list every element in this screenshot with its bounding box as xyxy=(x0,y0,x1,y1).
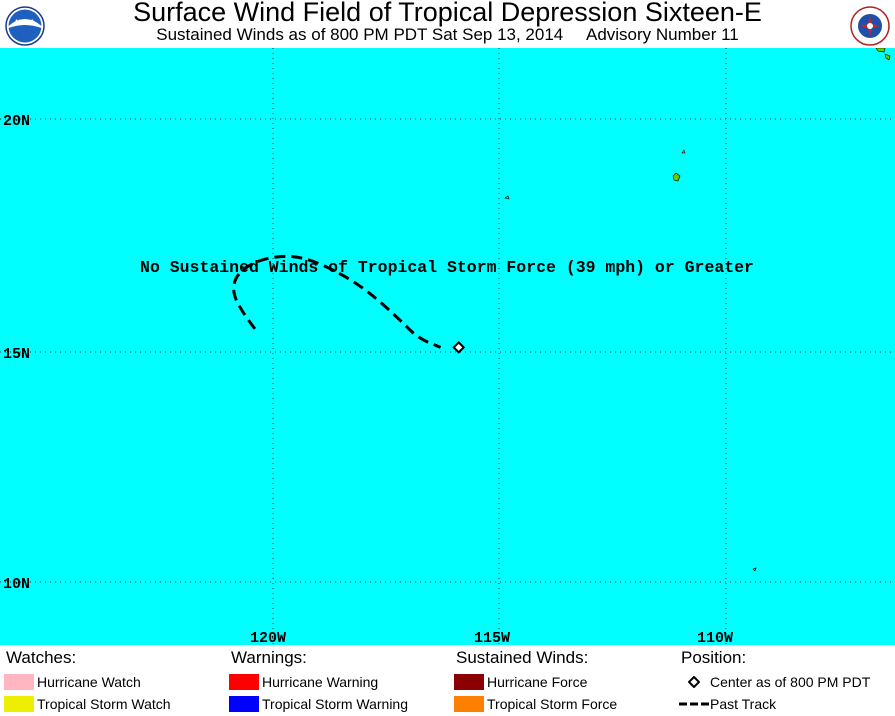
page-subtitle: Sustained Winds as of 800 PM PDT Sat Sep… xyxy=(0,25,895,45)
storm-track-layer xyxy=(232,254,466,354)
legend-item-label: Past Track xyxy=(710,696,777,712)
tropical-storm-force-swatch xyxy=(454,696,484,712)
no-winds-message: No Sustained Winds of Tropical Storm For… xyxy=(140,258,754,277)
dashed-line-icon xyxy=(679,696,709,712)
latitude-labels: 20N 15N 10N xyxy=(3,113,30,593)
legend-item-hurricane-warning: Hurricane Warning xyxy=(229,671,408,693)
legend-watches-heading: Watches: xyxy=(6,648,77,667)
legend-item-tropical-storm-watch: Tropical Storm Watch xyxy=(4,693,171,715)
lon-label-110w: 110W xyxy=(697,630,733,645)
header: NOAA Surface Wind Field of Tropical Depr… xyxy=(0,0,895,48)
legend-position: Position: Center as of 800 PM PDT Past T… xyxy=(679,648,870,715)
lon-label-120w: 120W xyxy=(250,630,286,645)
legend-sustained-winds: Sustained Winds: Hurricane Force Tropica… xyxy=(454,648,617,715)
island-islas-marias xyxy=(884,53,891,61)
tropical-storm-watch-swatch xyxy=(4,696,34,712)
lat-label-15n: 15N xyxy=(3,346,30,363)
island-clarion xyxy=(504,195,510,200)
legend-watches: Watches: Hurricane Watch Tropical Storm … xyxy=(4,648,171,715)
nws-logo xyxy=(850,6,890,46)
lon-label-115w: 115W xyxy=(474,630,510,645)
longitude-labels: 120W 115W 110W xyxy=(250,630,733,645)
hurricane-watch-swatch xyxy=(4,674,34,690)
legend-item-tropical-storm-warning: Tropical Storm Warning xyxy=(229,693,408,715)
legend-position-heading: Position: xyxy=(681,648,747,667)
noaa-logo: NOAA xyxy=(5,6,45,46)
tropical-storm-warning-swatch xyxy=(229,696,259,712)
legend-item-label: Tropical Storm Watch xyxy=(37,696,171,712)
legend-item-label: Hurricane Warning xyxy=(262,674,379,690)
legend-item-label: Tropical Storm Warning xyxy=(262,696,409,712)
subtitle-advisory: Advisory Number 11 xyxy=(585,25,739,44)
legend-item-past-track: Past Track xyxy=(679,693,870,715)
legend-item-tropical-storm-force: Tropical Storm Force xyxy=(454,693,617,715)
lat-label-20n: 20N xyxy=(3,113,30,130)
legend-warnings: Warnings: Hurricane Warning Tropical Sto… xyxy=(229,648,408,715)
legend-winds-heading: Sustained Winds: xyxy=(456,648,589,667)
subtitle-time: Sustained Winds as of 800 PM PDT Sat Sep… xyxy=(156,25,564,44)
hurricane-warning-swatch xyxy=(229,674,259,690)
graticule xyxy=(0,48,895,645)
legend-item-hurricane-force: Hurricane Force xyxy=(454,671,617,693)
legend-warnings-heading: Warnings: xyxy=(231,648,307,667)
diamond-icon xyxy=(679,674,709,690)
noaa-logo-text: NOAA xyxy=(15,19,34,26)
island-clipperton xyxy=(752,567,757,572)
land-features xyxy=(504,48,891,572)
map-canvas: 20N 15N 10N 120W 115W 110W No Sustained … xyxy=(0,48,895,645)
legend-item-label: Center as of 800 PM PDT xyxy=(710,674,871,690)
legend: Watches: Hurricane Watch Tropical Storm … xyxy=(0,645,895,716)
mainland-coast-north xyxy=(875,48,886,53)
wind-field-map: 20N 15N 10N 120W 115W 110W No Sustained … xyxy=(0,48,895,645)
legend-item-label: Hurricane Watch xyxy=(37,674,141,690)
legend-item-hurricane-watch: Hurricane Watch xyxy=(4,671,171,693)
legend-item-label: Hurricane Force xyxy=(487,674,588,690)
storm-center-marker xyxy=(452,340,466,354)
island-san-benedicto xyxy=(681,149,686,154)
past-track-line xyxy=(232,254,442,349)
island-socorro xyxy=(672,172,681,182)
ocean-background xyxy=(0,48,895,645)
legend-item-center: Center as of 800 PM PDT xyxy=(679,671,870,693)
lat-label-10n: 10N xyxy=(3,576,30,593)
page-title: Surface Wind Field of Tropical Depressio… xyxy=(133,0,762,27)
hurricane-force-swatch xyxy=(454,674,484,690)
legend-item-label: Tropical Storm Force xyxy=(487,696,618,712)
